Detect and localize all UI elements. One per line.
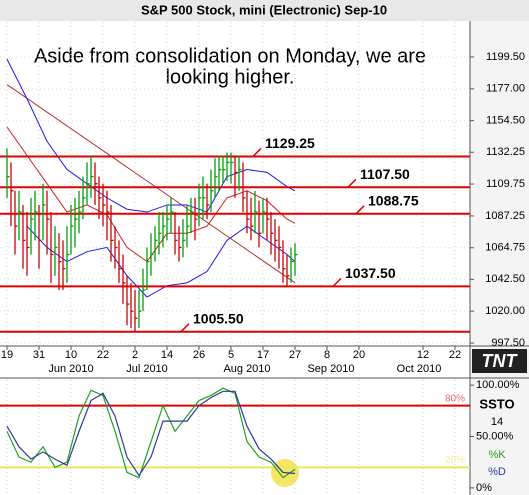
level-pointer — [252, 147, 262, 157]
x-tick-label: 5 — [228, 349, 234, 361]
y-tick-label: 1109.75 — [486, 178, 525, 190]
x-tick-label: 27 — [289, 349, 301, 361]
level-pointer — [355, 205, 365, 215]
annotation: Aside from consolidation on Monday, we a… — [34, 45, 426, 67]
x-tick-label: 12 — [417, 349, 429, 361]
y-tick-label: 1064.75 — [485, 242, 525, 254]
x-tick-label: 22 — [449, 349, 461, 361]
level-label: 80% — [445, 393, 465, 404]
oscillator-line — [6, 390, 296, 477]
y-tick-label: 1020.00 — [485, 305, 525, 317]
annotation: looking higher. — [166, 66, 295, 88]
x-tick-label: 17 — [257, 349, 269, 361]
y-tick-label: 1199.50 — [486, 51, 525, 63]
x-tick-label: 22 — [97, 349, 109, 361]
y-tick-label: 1177.00 — [486, 83, 525, 95]
moving-average — [6, 126, 296, 263]
title-bar — [0, 0, 529, 21]
y-tick-label: 1087.25 — [485, 210, 525, 222]
y-tick-label: 997.50 — [491, 337, 525, 349]
y-tick-label: 1154.50 — [486, 115, 525, 127]
x-tick-label: 14 — [161, 349, 173, 361]
legend-label: %D — [488, 466, 506, 478]
y-tick-label: 0% — [476, 482, 492, 494]
x-tick-label: 26 — [193, 349, 205, 361]
month-label: Sep 2010 — [307, 363, 354, 375]
logo: TNT — [482, 351, 519, 371]
level-pointer — [332, 277, 342, 287]
x-tick-label: 19 — [1, 349, 13, 361]
y-tick-label: 1042.50 — [485, 273, 525, 285]
chart-title: S&P 500 Stock, mini (Electronic) Sep-10 — [141, 2, 387, 17]
x-tick-label: 10 — [65, 349, 77, 361]
trendline — [6, 84, 296, 284]
x-tick-label: 8 — [324, 349, 330, 361]
level-label: 1107.50 — [360, 166, 410, 182]
x-tick-label: 31 — [33, 349, 45, 361]
y-tick-label: 50.00% — [476, 430, 514, 442]
logo-box — [472, 349, 527, 373]
level-label: 1088.75 — [368, 193, 419, 209]
level-label: 1129.25 — [265, 135, 315, 151]
level-pointer — [180, 323, 190, 333]
x-tick-label: 2 — [132, 349, 138, 361]
month-label: Jul 2010 — [126, 363, 168, 375]
axis-panel — [470, 21, 529, 495]
month-label: Aug 2010 — [223, 363, 270, 375]
indicator-period: 14 — [491, 416, 503, 428]
level-label: 1005.50 — [193, 310, 244, 326]
level-label: 1037.50 — [345, 265, 396, 281]
level-label: 20% — [445, 455, 465, 466]
indicator-name: SSTO — [479, 396, 514, 411]
legend-label: %K — [488, 449, 506, 461]
moving-average — [6, 58, 296, 213]
y-tick-label: 1132.25 — [486, 146, 525, 158]
oscillator-line — [6, 387, 296, 479]
level-pointer — [347, 178, 357, 188]
month-label: Jun 2010 — [48, 363, 93, 375]
x-tick-label: 20 — [353, 349, 365, 361]
y-tick-label: 100.00% — [476, 379, 520, 391]
month-label: Oct 2010 — [397, 363, 442, 375]
